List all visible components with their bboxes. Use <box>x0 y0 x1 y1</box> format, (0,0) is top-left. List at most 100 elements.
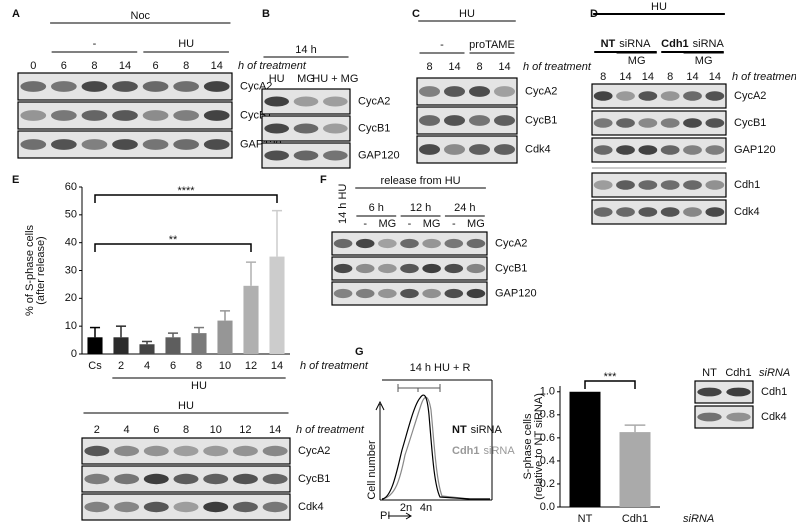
y-tick-label: 0.2 <box>540 478 555 490</box>
header: HU <box>178 400 194 412</box>
band <box>444 288 464 299</box>
panel-label: A <box>12 8 20 20</box>
band <box>173 501 199 513</box>
band <box>203 110 230 121</box>
band <box>262 473 288 485</box>
band <box>143 445 169 457</box>
error-bar <box>115 325 127 338</box>
band <box>355 288 375 299</box>
group-label: HU <box>191 380 207 392</box>
x-tick-label: 10 <box>219 360 231 372</box>
band <box>112 110 138 121</box>
band <box>660 118 680 128</box>
significance-label: **** <box>177 185 195 197</box>
blot-strip <box>591 137 727 163</box>
lane-label: 6 <box>153 60 159 72</box>
band <box>264 123 289 134</box>
blot-strip <box>591 83 727 109</box>
band <box>638 207 658 217</box>
bar <box>191 333 207 354</box>
lane-label: 14 <box>709 71 721 83</box>
group-label: 6 h <box>369 202 384 214</box>
lane-label: MG <box>423 218 441 230</box>
flow-marker: 4n <box>420 502 432 514</box>
row-label: CycA2 <box>734 90 766 102</box>
group-label: 24 h <box>454 202 475 214</box>
band <box>20 110 47 121</box>
y-tick-label: 0.6 <box>540 432 555 444</box>
flow-plot <box>375 384 492 520</box>
blot-strip <box>591 199 727 225</box>
group-label: Cdh1 siRNA <box>661 38 724 50</box>
legend-entry: NT siRNA <box>452 424 503 436</box>
bold-part: NT <box>601 38 616 50</box>
band <box>51 139 77 150</box>
band <box>378 288 397 299</box>
band <box>660 145 680 155</box>
band <box>84 473 110 485</box>
band <box>705 207 725 217</box>
band <box>593 180 613 190</box>
band <box>51 81 77 92</box>
lane-unit: h of treatment <box>732 71 796 83</box>
band <box>173 473 199 485</box>
significance-bracket <box>584 380 636 389</box>
bar <box>165 337 181 354</box>
x-tick-label: 2 <box>118 360 124 372</box>
band <box>114 473 140 485</box>
y-axis-label: S-phase cells <box>522 413 534 480</box>
band <box>20 139 47 150</box>
band <box>143 473 169 485</box>
row-label: GAP120 <box>734 144 776 156</box>
lane-label: - <box>408 218 412 230</box>
lane-label: 10 <box>210 424 222 436</box>
x-tick-label: 14 <box>271 360 283 372</box>
band <box>726 387 751 397</box>
bold-part: Cdh1 <box>452 445 480 457</box>
lane-label: - <box>363 218 367 230</box>
band <box>400 263 419 274</box>
significance-label: ** <box>169 234 178 246</box>
y-axis-label: (relative to NT siRNA) <box>533 393 545 500</box>
panel-label: E <box>12 174 19 186</box>
flow-x-label: PI <box>380 510 390 522</box>
band <box>143 501 169 513</box>
lane-label: 14 <box>498 61 510 73</box>
band <box>660 91 680 101</box>
band <box>419 115 440 126</box>
y-tick-label: 10 <box>65 320 77 332</box>
band <box>293 123 319 134</box>
row-label: CycA2 <box>358 95 390 107</box>
lane-label: 6 <box>61 60 67 72</box>
y-axis-label: % of S-phase cells <box>24 224 36 316</box>
error-bar <box>245 261 257 286</box>
header: HU <box>459 8 475 20</box>
x-tick-label: Cdh1 <box>622 513 648 523</box>
band <box>323 96 348 107</box>
arrow <box>405 512 412 520</box>
band <box>705 91 725 101</box>
band <box>203 81 230 92</box>
lane-label: 8 <box>667 71 673 83</box>
y-tick-label: 1.0 <box>540 386 555 398</box>
band <box>683 180 702 190</box>
panel-label: F <box>320 174 327 186</box>
significance-bracket <box>94 243 252 252</box>
lane-label: 14 <box>269 424 281 436</box>
lane-label: MG <box>378 218 396 230</box>
band <box>112 81 138 92</box>
error-bar <box>271 209 283 257</box>
x-axis-label: h of treatment <box>300 360 369 372</box>
lane-label: 8 <box>91 60 97 72</box>
band <box>142 110 169 121</box>
row-label: CycB1 <box>358 122 390 134</box>
bar <box>113 337 129 354</box>
lane-label: MG <box>297 73 315 85</box>
band <box>400 288 419 299</box>
lane-label: 8 <box>183 424 189 436</box>
bar <box>269 256 285 354</box>
band <box>81 139 108 150</box>
lane-label: MG <box>467 218 485 230</box>
subgroup-label: MG <box>695 55 713 67</box>
band <box>705 145 725 155</box>
